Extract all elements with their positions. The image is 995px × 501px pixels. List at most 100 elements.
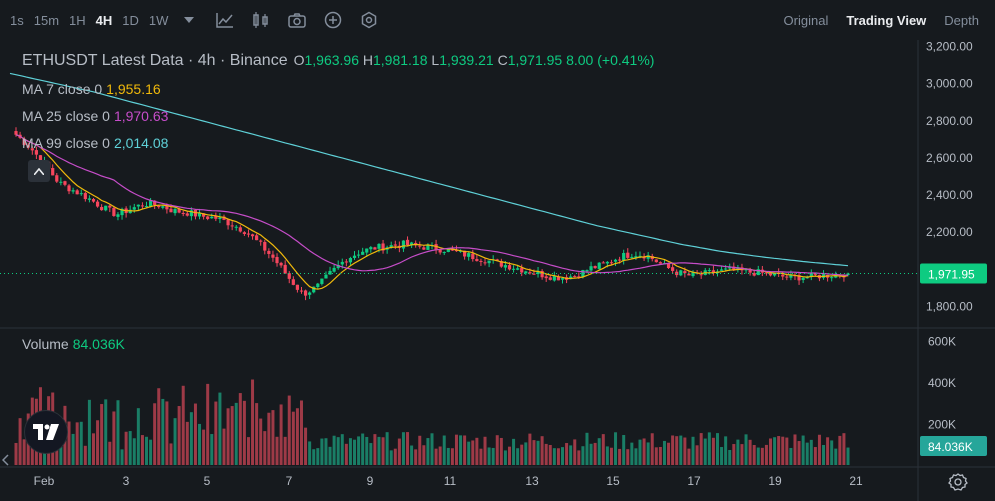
volume-bar	[385, 432, 389, 465]
view-original[interactable]: Original	[783, 12, 829, 28]
candle	[781, 274, 785, 277]
candle	[255, 235, 259, 241]
volume-bar	[654, 447, 658, 465]
ma99-line	[9, 72, 849, 267]
volume-bar	[744, 434, 748, 465]
candle	[63, 181, 67, 185]
view-trading-view[interactable]: Trading View	[846, 12, 927, 28]
candle	[283, 264, 287, 274]
camera-icon[interactable]	[288, 11, 307, 29]
hexagon-settings-icon[interactable]	[360, 11, 378, 29]
volume-bar	[348, 438, 352, 465]
symbol-legend: ETHUSDT Latest Data · 4h · Binance O1,963…	[22, 52, 654, 70]
volume-bar	[634, 448, 638, 465]
volume-bar	[153, 403, 157, 465]
volume-bar	[100, 404, 104, 465]
price-chart[interactable]: 3,200.00 3,000.00 2,800.00 2,600.00 2,400.00…	[0, 40, 995, 501]
volume-bar	[320, 438, 324, 465]
candle	[340, 261, 344, 265]
candle	[226, 219, 230, 226]
candle	[573, 276, 577, 278]
chevron-down-icon[interactable]	[182, 13, 196, 27]
price-tick-label: 2,600.00	[926, 151, 973, 165]
candle	[336, 264, 340, 269]
volume-bar	[597, 438, 601, 465]
volume-bar	[822, 444, 826, 465]
chevron-left-icon[interactable]	[2, 454, 10, 466]
volume-bar	[450, 448, 454, 465]
candle	[112, 207, 116, 216]
candle	[785, 276, 789, 278]
volume-bar	[91, 433, 95, 465]
candle	[348, 258, 353, 263]
candle	[169, 208, 173, 213]
volume-bar	[789, 447, 793, 465]
volume-bar	[842, 433, 846, 465]
candle	[34, 150, 38, 155]
volume-bar	[434, 448, 438, 465]
volume-bar	[650, 433, 654, 465]
timeframe-15m[interactable]: 15m	[33, 12, 60, 28]
ma7-legend[interactable]: MA 7 close 0 1,955.16	[22, 81, 161, 97]
volume-bar	[279, 404, 283, 465]
volume-bar	[246, 437, 250, 465]
timeframe-1h[interactable]: 1H	[69, 12, 86, 28]
candle	[520, 268, 524, 273]
candle	[577, 276, 581, 278]
candle	[724, 268, 728, 270]
volume-bar	[96, 420, 100, 465]
candle	[846, 273, 850, 276]
price-tick-label: 2,400.00	[926, 188, 973, 202]
volume-bar	[202, 429, 206, 465]
candle	[344, 261, 348, 263]
candle	[597, 262, 601, 269]
volume-bar	[495, 435, 499, 465]
settings-gear-icon[interactable]	[948, 472, 968, 492]
candle	[120, 208, 124, 216]
ma99-legend[interactable]: MA 99 close 0 2,014.08	[22, 135, 169, 151]
candle	[393, 244, 397, 246]
chart-settings-icon[interactable]	[252, 11, 270, 29]
candle	[528, 272, 532, 274]
volume-bar	[830, 440, 834, 465]
volume-bar	[414, 449, 418, 465]
candle	[100, 207, 104, 211]
collapse-legend-button[interactable]	[28, 160, 50, 182]
view-depth[interactable]: Depth	[944, 12, 979, 28]
indicator-chart-icon[interactable]	[216, 11, 234, 29]
timeframe-1d[interactable]: 1D	[122, 12, 139, 28]
candle	[450, 249, 454, 251]
candle	[197, 212, 202, 217]
candle	[609, 262, 614, 264]
candle	[463, 250, 467, 257]
volume-bar	[752, 445, 756, 465]
volume-bar	[707, 432, 711, 465]
candle	[230, 225, 234, 227]
tradingview-logo-icon[interactable]	[24, 410, 68, 454]
timeframe-1w[interactable]: 1W	[148, 12, 169, 28]
volume-bar	[520, 444, 524, 465]
volume-bar	[671, 435, 675, 465]
candle	[222, 216, 226, 220]
volume-bar	[777, 436, 781, 465]
volume-legend[interactable]: Volume 84.036K	[22, 336, 125, 352]
volume-bar	[760, 447, 764, 465]
volume-bar	[361, 433, 365, 465]
candle	[524, 271, 528, 274]
time-tick-label: 13	[525, 474, 539, 488]
price-tick-label: 2,800.00	[926, 114, 973, 128]
chart-canvas[interactable]: 3,200.00 3,000.00 2,800.00 2,600.00 2,400.00…	[0, 40, 995, 501]
ma25-legend[interactable]: MA 25 close 0 1,970.63	[22, 108, 169, 124]
ohlc-values: O1,963.96 H1,981.18 L1,939.21 C1,971.95 …	[293, 52, 655, 68]
timeframe-1s[interactable]: 1s	[10, 12, 24, 28]
candle	[287, 273, 291, 279]
candle	[148, 200, 153, 207]
plus-circle-icon[interactable]	[324, 11, 342, 29]
timeframe-4h[interactable]: 4H	[95, 12, 113, 28]
volume-bar	[512, 438, 516, 465]
candle	[671, 267, 675, 271]
volume-bar	[683, 437, 687, 465]
candle	[316, 283, 320, 288]
candle	[75, 190, 79, 195]
volume-bar	[646, 442, 650, 465]
